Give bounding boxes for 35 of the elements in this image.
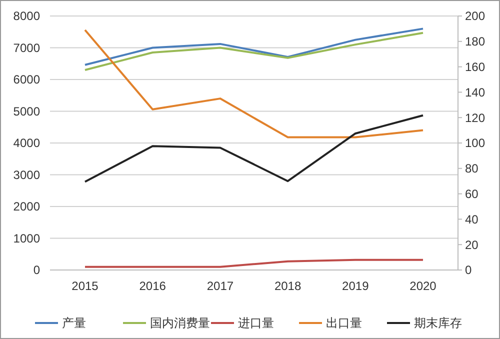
y-tick-label: 7000 bbox=[13, 40, 40, 55]
line-series bbox=[84, 32, 424, 71]
legend-label: 出口量 bbox=[326, 316, 362, 330]
y2-tick-label: 140 bbox=[465, 85, 486, 100]
legend-label: 进口量 bbox=[238, 316, 274, 330]
y2-tick-label: 40 bbox=[465, 212, 479, 226]
y-tick-label: 2000 bbox=[13, 200, 40, 214]
y-tick-label: 0 bbox=[33, 263, 40, 278]
y2-tick-label: 80 bbox=[465, 162, 479, 176]
y-tick-label: 4000 bbox=[13, 136, 40, 150]
legend-label: 国内消费量 bbox=[150, 316, 210, 330]
y-tick-label: 8000 bbox=[13, 9, 40, 24]
x-tick-label: 2020 bbox=[410, 279, 437, 293]
y-tick-label: 3000 bbox=[13, 168, 40, 182]
y-tick-label: 5000 bbox=[13, 104, 40, 118]
y2-tick-label: 200 bbox=[465, 9, 486, 24]
y2-tick-label: 60 bbox=[465, 187, 479, 201]
y2-tick-label: 20 bbox=[465, 238, 479, 252]
x-tick-label: 2015 bbox=[72, 279, 99, 293]
y-tick-label: 1000 bbox=[13, 231, 40, 246]
x-tick-label: 2018 bbox=[274, 279, 302, 293]
line-series bbox=[84, 28, 424, 66]
legend-label: 产量 bbox=[62, 316, 86, 330]
y2-tick-label: 180 bbox=[465, 34, 486, 49]
y2-tick-label: 120 bbox=[465, 110, 486, 125]
y2-tick-label: 100 bbox=[465, 136, 486, 150]
x-tick-label: 2019 bbox=[342, 279, 370, 293]
x-tick-label: 2017 bbox=[206, 279, 234, 293]
x-tick-label: 2016 bbox=[139, 279, 166, 293]
y2-tick-label: 160 bbox=[465, 60, 486, 74]
y2-tick-label: 0 bbox=[465, 263, 472, 278]
line-series bbox=[84, 114, 424, 183]
y-tick-label: 6000 bbox=[13, 72, 40, 87]
line-series bbox=[84, 28, 424, 138]
legend-label: 期末库存 bbox=[414, 316, 462, 330]
